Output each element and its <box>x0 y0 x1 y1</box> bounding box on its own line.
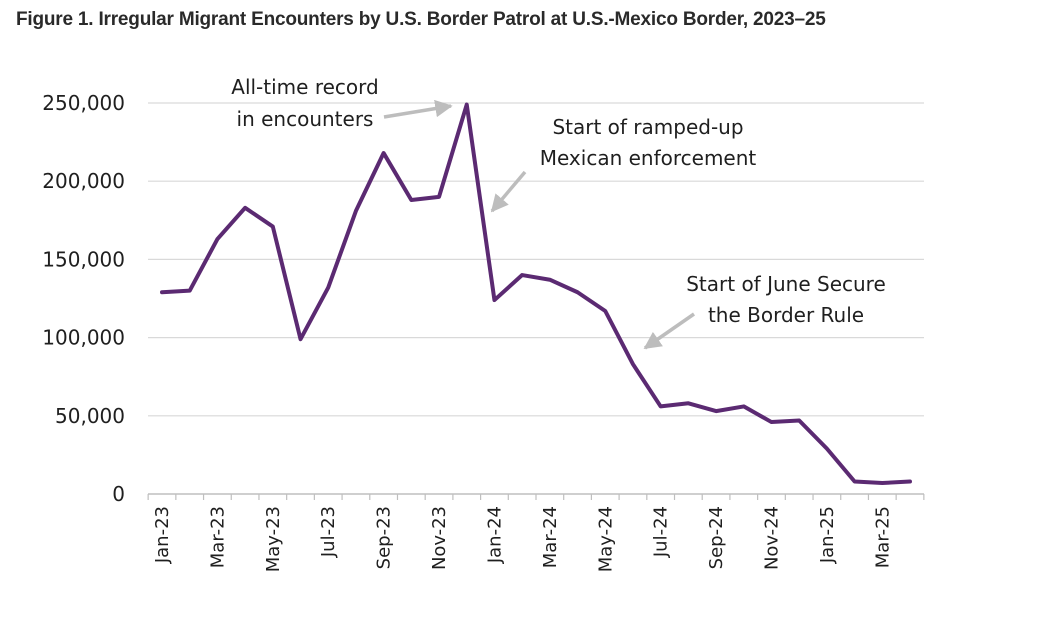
series-line <box>160 102 912 486</box>
x-tick-label: Sep-24 <box>706 506 727 569</box>
x-tick-label: Jan-25 <box>817 506 838 564</box>
annotation-text: the Border Rule <box>708 303 864 327</box>
y-tick-label: 150,000 <box>42 247 125 271</box>
x-tick-label: Nov-23 <box>429 506 450 570</box>
x-tick-label: Mar-25 <box>872 506 893 568</box>
y-axis: 0 50,000 100,000 150,000 200,000 250,000 <box>42 91 125 506</box>
gridlines <box>148 102 924 417</box>
x-tick-label: Mar-24 <box>540 506 561 568</box>
figure-title: Figure 1. Irregular Migrant Encounters b… <box>16 9 826 30</box>
x-tick-label: May-24 <box>595 506 616 572</box>
y-tick-label: 200,000 <box>42 169 125 193</box>
annotation-text: in encounters <box>237 107 374 131</box>
annotation-arrow <box>383 99 453 119</box>
x-tick-label: Jul-24 <box>651 506 672 558</box>
annotation-text: Start of ramped-up <box>552 115 743 139</box>
annotation-text: Start of June Secure <box>686 272 886 296</box>
x-axis: Jan-23 Mar-23 May-23 Jul-23 Sep-23 Nov-23 Jan-… <box>147 493 925 572</box>
x-tick-label: Jan-24 <box>484 506 505 564</box>
annotation-text: All-time record <box>231 75 378 99</box>
series <box>160 102 912 486</box>
annotation-arrow <box>490 170 527 213</box>
y-tick-label: 50,000 <box>55 404 125 428</box>
y-tick-label: 0 <box>112 482 125 506</box>
x-tick-label: Mar-23 <box>207 506 228 568</box>
x-tick-label: Nov-24 <box>761 506 782 570</box>
annotation-text: Mexican enforcement <box>540 146 757 170</box>
x-tick-label: Sep-23 <box>374 506 395 569</box>
annotation-arrow <box>643 312 695 350</box>
x-tick-label: May-23 <box>263 506 284 572</box>
y-tick-label: 100,000 <box>42 326 125 350</box>
x-tick-label: Jul-23 <box>318 506 339 558</box>
y-tick-label: 250,000 <box>42 91 125 115</box>
annotations: All-time record in encounters Start of ram… <box>231 75 886 350</box>
x-tick-label: Jan-23 <box>152 506 173 564</box>
